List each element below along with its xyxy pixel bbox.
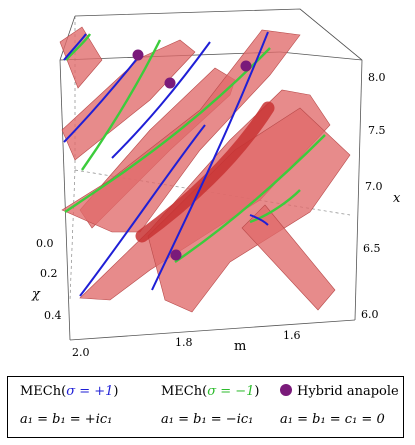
x-axis: 8.0 7.5 7.0 6.5 6.0 x: [361, 71, 401, 321]
anapole-point: [164, 77, 176, 89]
x-tick: 6.0: [361, 308, 379, 321]
legend-green-entry: MECh(σ = −1): [161, 384, 260, 399]
legend-row-series: MECh(σ = +1) MECh(σ = −1) Hybrid anapole: [8, 380, 403, 406]
legend: MECh(σ = +1) MECh(σ = −1) Hybrid anapole…: [7, 376, 404, 438]
anapole-point: [240, 60, 252, 72]
tube: [135, 101, 275, 243]
green-curves: [64, 33, 326, 263]
x-axis-label: x: [393, 191, 401, 206]
chi-tick: 0.2: [40, 267, 58, 280]
x-tick: 7.5: [368, 124, 386, 137]
surface-f: [241, 204, 336, 311]
chi-tick: 0.4: [44, 309, 62, 322]
legend-green-condition: a₁ = b₁ = −ic₁: [161, 412, 254, 427]
anapole-point: [170, 249, 182, 261]
chi-tick: 0.0: [36, 237, 54, 250]
legend-blue-entry: MECh(σ = +1): [20, 384, 119, 399]
m-tick: 1.8: [175, 336, 193, 349]
legend-blue-condition: a₁ = b₁ = +ic₁: [20, 412, 113, 427]
legend-green-sigma: σ = −1: [207, 384, 255, 399]
m-axis: 2.0 1.8 1.6 m: [72, 329, 301, 359]
m-tick: 2.0: [72, 346, 90, 359]
chi-axis: 0.0 0.2 0.4 χ: [31, 237, 62, 322]
legend-blue-sigma: σ = +1: [66, 384, 114, 399]
x-tick: 7.0: [365, 180, 383, 193]
m-tick: 1.6: [283, 329, 301, 342]
3d-plot: 8.0 7.5 7.0 6.5 6.0 x 2.0 1.8 1.6 m 0.0 …: [31, 8, 401, 359]
chi-axis-label: χ: [31, 287, 41, 302]
surface-small: [59, 26, 103, 89]
blue-curves: [63, 31, 269, 297]
anapole-points: [132, 49, 252, 261]
surfaces: [59, 26, 351, 313]
legend-anapole-condition: a₁ = b₁ = c₁ = 0: [280, 412, 385, 427]
legend-row-conditions: a₁ = b₁ = +ic₁ a₁ = b₁ = −ic₁ a₁ = b₁ = …: [8, 408, 403, 434]
m-axis-label: m: [234, 339, 246, 354]
box-edges: [59, 8, 363, 341]
legend-anapole-entry: Hybrid anapole: [280, 384, 399, 399]
x-tick: 6.5: [363, 242, 381, 255]
anapole-point: [132, 49, 144, 61]
x-tick: 8.0: [368, 71, 386, 84]
anapole-dot-icon: [280, 384, 292, 396]
